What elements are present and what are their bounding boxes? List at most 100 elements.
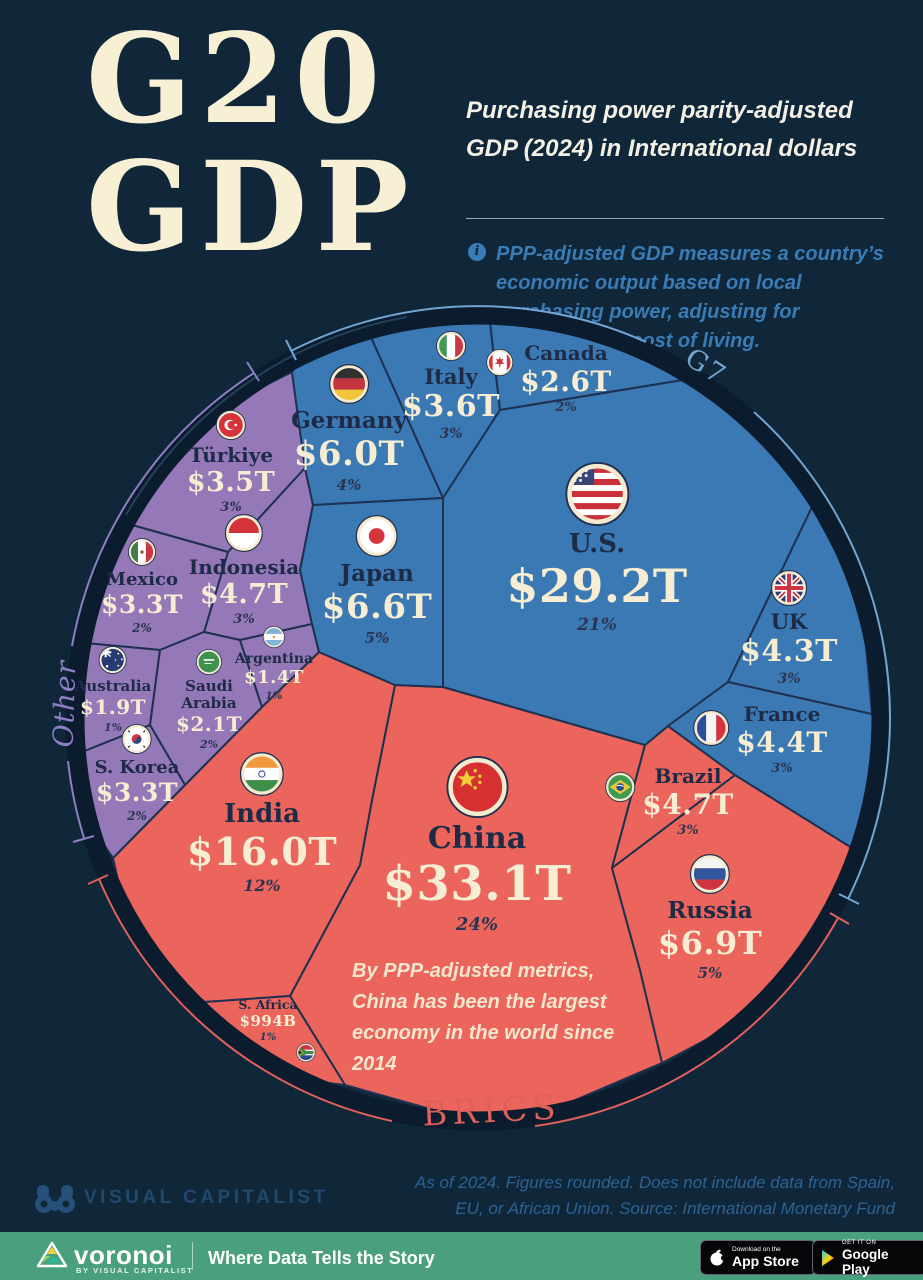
voronoi-wordmark[interactable]: voronoi — [74, 1240, 173, 1270]
title-line1: G20 — [86, 7, 389, 152]
subtitle-line2: GDP (2024) in International dollars — [466, 135, 858, 162]
bar-divider — [192, 1242, 193, 1270]
country-name: Italy — [424, 364, 478, 389]
country-pct: 3% — [233, 612, 255, 627]
country-name: S. Africa — [238, 997, 298, 1012]
country-pct: 21% — [577, 615, 617, 635]
google-play-icon — [822, 1249, 834, 1266]
india-flag-icon — [240, 752, 284, 796]
italy-flag-icon — [435, 331, 466, 361]
country-value: $2.1T — [175, 712, 243, 736]
country-name: Russia — [667, 897, 753, 924]
country-value: $33.1T — [382, 856, 572, 912]
country-pct: 5% — [697, 964, 723, 982]
country-label-argentina: Argentina $1.4T 1% — [235, 626, 313, 702]
country-label-germany: Germany $6.0T 4% — [291, 364, 407, 494]
china-flag-icon — [446, 756, 508, 818]
source-note: As of 2024. Figures rounded. Does not in… — [415, 1170, 895, 1222]
france-flag-icon — [693, 710, 730, 746]
country-value: $6.9T — [657, 924, 763, 962]
country-pct: 12% — [243, 876, 281, 895]
country-label-brazil: Brazil $4.7T 3% — [605, 764, 734, 838]
mexico-flag-icon — [128, 538, 156, 566]
source-line1: As of 2024. Figures rounded. Does not in… — [414, 1173, 895, 1192]
australia-flag-icon — [99, 646, 127, 674]
japan-flag-icon — [355, 515, 398, 557]
app-store-line1: Download on the — [732, 1246, 781, 1253]
country-pct: 4% — [336, 476, 362, 494]
country-label-canada: Canada $2.6T 2% — [486, 341, 612, 415]
country-pct: 1% — [103, 721, 123, 734]
voronoi-byline: BY VISUAL CAPITALIST — [76, 1266, 194, 1275]
country-value: $3.5T — [186, 467, 276, 498]
visual-capitalist-logo-icon[interactable] — [34, 1180, 76, 1216]
country-name: UK — [770, 609, 808, 634]
country-pct: 3% — [220, 500, 242, 515]
country-value: $3.6T — [402, 389, 500, 424]
country-label-italy: Italy $3.6T 3% — [402, 331, 500, 442]
country-pct: 2% — [555, 400, 577, 415]
subtitle: Purchasing power parity-adjusted GDP (20… — [466, 92, 857, 168]
country-value: $1.9T — [79, 695, 147, 719]
country-name: Australia — [74, 677, 152, 695]
saudi-arabia-flag-icon — [196, 649, 222, 675]
country-label-south-africa: S. Africa $994B 1% — [238, 997, 316, 1062]
country-value: $4.7T — [199, 579, 289, 610]
visual-capitalist-wordmark[interactable]: VISUAL CAPITALIST — [84, 1187, 329, 1208]
info-icon: i — [468, 243, 486, 261]
country-label-india: India $16.0T 12% — [187, 752, 337, 895]
country-name: Türkiye — [188, 443, 274, 467]
g7-bracket — [285, 305, 891, 905]
country-label-russia: Russia $6.9T 5% — [658, 854, 762, 982]
brazil-flag-icon — [605, 772, 636, 802]
country-value: $6.0T — [293, 434, 405, 474]
country-pct: 2% — [132, 621, 152, 635]
app-store-badge[interactable]: Download on the App Store — [700, 1240, 816, 1275]
country-label-turkiye: Türkiye $3.5T 3% — [187, 410, 275, 515]
country-label-uk: UK $4.3T 3% — [740, 570, 838, 687]
other-bracket-label: Other — [46, 659, 82, 748]
country-value: $4.7T — [642, 788, 734, 821]
country-label-indonesia: Indonesia $4.7T 3% — [189, 514, 299, 627]
page-title: G20 GDP — [86, 16, 417, 272]
country-value: $29.2T — [506, 559, 688, 613]
brics-bracket-label: BRICS — [421, 1087, 561, 1134]
country-pct: 3% — [439, 426, 463, 442]
country-name: Canada — [524, 341, 608, 365]
circle-rim — [65, 305, 891, 1131]
google-play-badge[interactable]: GET IT ON Google Play — [812, 1240, 923, 1277]
country-pct: 1% — [259, 1032, 277, 1043]
country-value: $3.3T — [101, 590, 183, 619]
cell-japan — [299, 497, 444, 688]
country-label-australia: Australia $1.9T 1% — [74, 646, 152, 734]
brics-bracket — [87, 874, 850, 1127]
country-label-us: U.S. $29.2T 21% — [506, 462, 687, 635]
country-name: Germany — [291, 407, 407, 434]
country-value: $4.4T — [736, 726, 828, 759]
south-korea-flag-icon — [122, 724, 152, 754]
argentina-flag-icon — [263, 626, 285, 648]
country-pct: 3% — [771, 761, 793, 776]
country-label-saudi-arabia: Saudi Arabia $2.1T 2% — [176, 649, 242, 751]
indonesia-flag-icon — [225, 514, 263, 552]
turkiye-flag-icon — [215, 410, 246, 440]
country-pct: 2% — [199, 738, 219, 751]
country-name: China — [427, 821, 527, 856]
country-name: Japan — [340, 560, 414, 587]
country-name: France — [743, 702, 821, 726]
title-line2: GDP — [86, 135, 417, 280]
app-store-line2: App Store — [732, 1253, 799, 1269]
country-label-mexico: Mexico $3.3T 2% — [101, 538, 183, 635]
google-play-line2: Google Play — [842, 1246, 889, 1277]
country-pct: 3% — [677, 823, 699, 838]
country-label-china: China $33.1T 24% — [382, 756, 571, 935]
russia-flag-icon — [690, 854, 730, 894]
germany-flag-icon — [329, 364, 369, 404]
voronoi-logo-icon[interactable] — [36, 1241, 68, 1269]
rim-highlight — [125, 316, 408, 516]
country-name: Saudi Arabia — [181, 677, 237, 712]
china-annotation: By PPP-adjusted metrics, China has been … — [352, 960, 615, 1075]
south-africa-flag-icon — [296, 1043, 316, 1062]
country-name: India — [224, 799, 300, 829]
